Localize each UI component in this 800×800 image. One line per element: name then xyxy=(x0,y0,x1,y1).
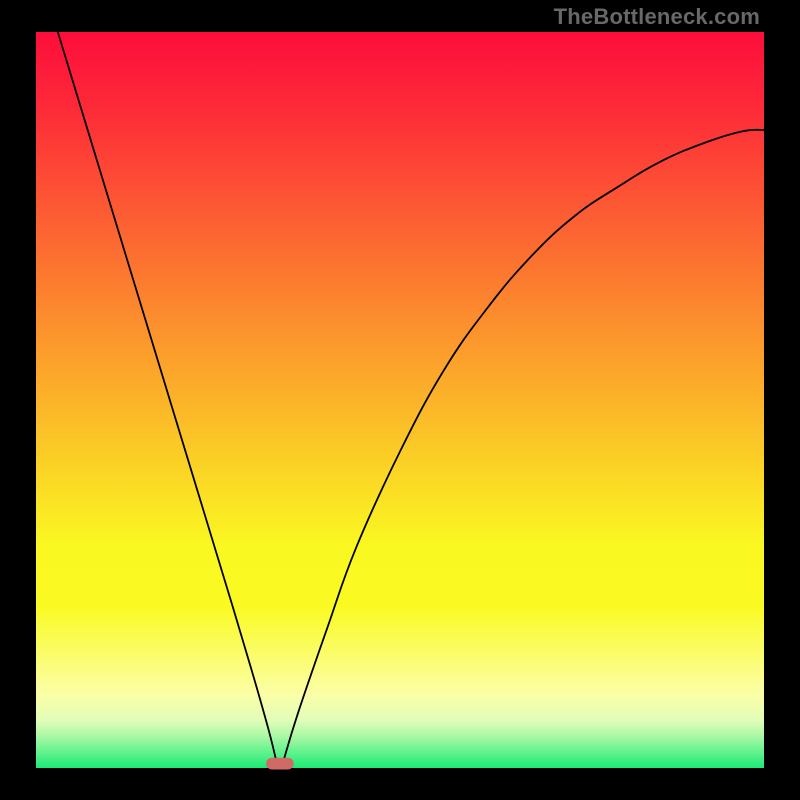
gradient-background xyxy=(36,32,764,768)
plot-area xyxy=(36,32,764,768)
frame-border-left xyxy=(0,0,36,800)
chart-frame: TheBottleneck.com xyxy=(0,0,800,800)
frame-border-bottom xyxy=(0,768,800,800)
watermark-text: TheBottleneck.com xyxy=(554,4,760,30)
frame-border-right xyxy=(764,0,800,800)
